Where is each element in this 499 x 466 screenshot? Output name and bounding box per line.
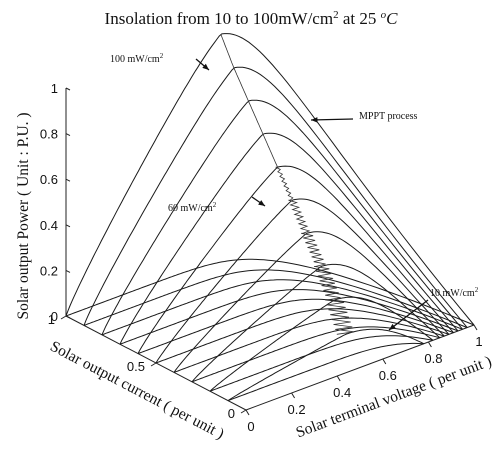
current-tick-mark [150,362,157,367]
annotation-arrow [310,118,354,121]
power-tick-mark [65,133,71,137]
voltage-tick-mark [336,375,341,382]
chart-title-prefix: Insolation from 10 to 100 [105,9,279,28]
current-tick-mark [60,315,67,320]
annotation-arrow-head [202,63,209,70]
voltage-tick-label: 0.6 [379,368,397,383]
iv-curve-60 [137,298,454,355]
current-tick-label: 1 [48,312,55,327]
chart-title: Insolation from 10 to 100mW/cm2 at 25 oC [105,9,399,28]
power-tick-label: 0.4 [40,218,58,233]
power-curve-70 [119,132,459,345]
iv-curve-70 [119,289,459,345]
iv-curve-20 [209,335,434,392]
iv-curve-50 [155,308,450,364]
annotation-arrow-head [311,117,318,123]
iv-curve-80 [101,279,463,336]
power-tick-label: 0 [51,309,58,324]
annotation-label: 60 mW/cm2 [168,201,217,214]
voltage-axis-line [245,324,475,411]
iv-curve-30 [191,326,440,383]
voltage-axis-label: Solar terminal voltage ( per unit ) [294,353,494,442]
voltage-tick-mark [245,409,250,416]
annotation-label: 100 mW/cm2 [110,52,164,65]
power-curve-10 [227,328,425,402]
voltage-tick-mark [291,392,296,399]
voltage-tick-label: 0 [247,419,254,434]
power-tick-mark [65,224,71,228]
power-tick-label: 0.8 [40,127,58,142]
power-curve-90 [83,66,468,328]
chart-title-unit-exp: 2 [333,9,339,21]
power-tick-label: 1 [51,81,58,96]
power-tick-mark [65,87,71,91]
power-tick-label: 0.2 [40,263,58,278]
voltage-tick-label: 0.8 [424,351,442,366]
chart-title-temp-unit: C [386,9,398,28]
voltage-tick-mark [382,358,387,365]
power-curve-60 [137,165,454,354]
power-tick-label: 0.6 [40,172,58,187]
chart-title-temp-sup: o [381,9,387,21]
power-curve-80 [101,99,463,335]
voltage-tick-mark [473,324,478,331]
annotation-arrow-head [258,200,265,206]
iv-curve-40 [173,317,445,373]
annotation-arrow [388,299,429,331]
annotation-label: MPPT process [359,111,418,122]
power-curve-30 [191,263,441,383]
power-axis-label: Solar output Power ( Unit : P.U. ) [15,112,32,319]
current-tick-mark [240,409,247,414]
iv-curve-90 [83,269,468,329]
power-tick-mark [65,269,71,273]
voltage-tick-label: 0.2 [288,402,306,417]
current-tick-label: 0 [228,406,235,421]
mppt-trajectory [220,33,355,335]
current-tick-label: 0.5 [127,359,145,374]
voltage-tick-label: 1 [475,334,482,349]
power-tick-mark [65,315,71,319]
voltage-tick-label: 0.4 [333,385,351,400]
power-curve-100 [65,33,475,326]
chart-title-unit-base: mW/cm [278,9,333,28]
annotation-arrow-head [389,323,396,330]
power-curve-40 [173,231,445,373]
voltage-tick-mark [427,341,432,348]
iv-curves [65,33,475,402]
chart-title-suffix: at 25 [339,9,381,28]
annotation-label: 10 mW/cm2 [430,286,479,299]
annotations: 100 mW/cm2 60 mW/cm2 MPPT process 10 mW/cm2 [110,52,479,331]
iv-curve-100 [65,258,475,326]
power-curve-50 [155,198,450,364]
power-tick-mark [65,178,71,182]
iv-curve-10 [227,342,424,402]
